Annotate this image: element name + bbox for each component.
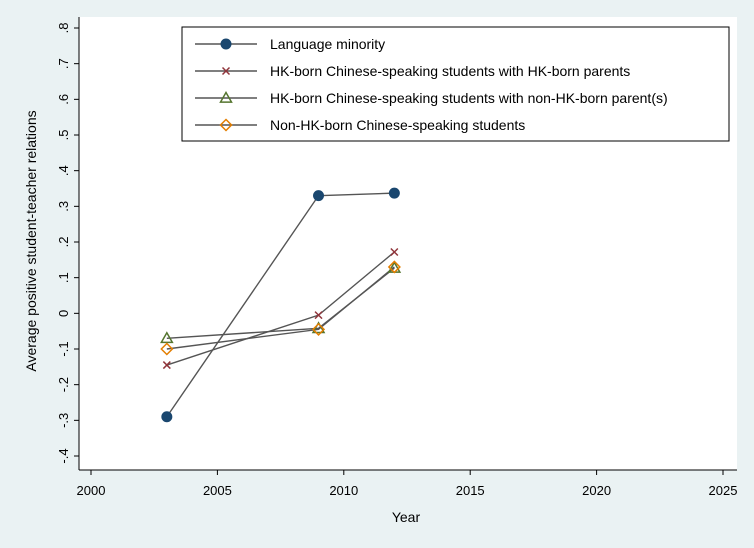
x-tick-label: 2020 xyxy=(582,483,611,498)
y-tick-label: .7 xyxy=(56,58,71,69)
series-2-point xyxy=(390,247,399,257)
legend-marker xyxy=(220,38,232,50)
legend-marker xyxy=(219,118,233,132)
x-tick-label: 2000 xyxy=(77,483,106,498)
x-tick-label: 2025 xyxy=(709,483,738,498)
legend-label: Non-HK-born Chinese-speaking students xyxy=(270,117,525,133)
y-tick-label: -.4 xyxy=(56,448,71,463)
legend-label: HK-born Chinese-speaking students with n… xyxy=(270,90,668,106)
x-axis-title: Year xyxy=(392,509,421,525)
y-tick-label: -.2 xyxy=(56,377,71,392)
series-2-point xyxy=(314,311,323,320)
axes: -.4 -.3 -.2 -.1 0 .1 .2 .3 .4 .5 .6 .7 .8 2000 2005 201… xyxy=(56,17,737,498)
y-tick-label: .2 xyxy=(56,237,71,248)
legend-marker xyxy=(221,66,231,76)
y-tick-label: .1 xyxy=(56,272,71,283)
y-tick-label: .3 xyxy=(56,201,71,212)
series-1-point xyxy=(388,187,400,199)
series-3-point xyxy=(160,331,174,344)
series-2-point xyxy=(162,361,171,370)
series-markers xyxy=(160,187,402,423)
y-tick-label: .8 xyxy=(56,23,71,34)
y-tick-label: .4 xyxy=(56,165,71,176)
series-4-point xyxy=(311,322,326,336)
legend-marker xyxy=(219,90,233,103)
legend-box xyxy=(181,26,730,142)
series-1-point xyxy=(161,411,173,423)
y-tick-label: .6 xyxy=(56,94,71,105)
legend-label: HK-born Chinese-speaking students with H… xyxy=(270,63,630,79)
y-tick-label: 0 xyxy=(56,310,71,317)
x-tick-label: 2015 xyxy=(456,483,485,498)
y-axis-title: Average positive student-teacher relatio… xyxy=(23,110,39,371)
series-4-point xyxy=(387,260,401,274)
y-tick-label: -.3 xyxy=(56,413,71,428)
y-tick-label: .5 xyxy=(56,130,71,141)
x-tick-label: 2010 xyxy=(329,483,358,498)
series-1-point xyxy=(313,190,325,202)
x-tick-label: 2005 xyxy=(203,483,232,498)
legend: Language minority HK-born Chinese-speakin… xyxy=(181,26,730,142)
series-4-point xyxy=(160,342,174,356)
y-tick-label: -.1 xyxy=(56,341,71,356)
series-line-4 xyxy=(166,266,395,350)
legend-label: Language minority xyxy=(270,36,385,52)
